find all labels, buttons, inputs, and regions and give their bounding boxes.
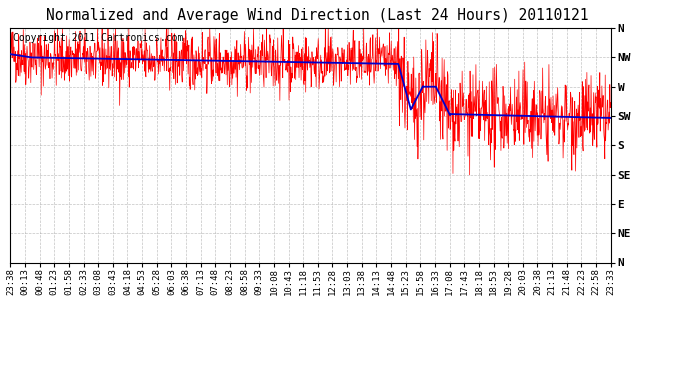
Text: Copyright 2011 Cartronics.com: Copyright 2011 Cartronics.com [13, 33, 184, 43]
Text: Normalized and Average Wind Direction (Last 24 Hours) 20110121: Normalized and Average Wind Direction (L… [46, 8, 589, 23]
